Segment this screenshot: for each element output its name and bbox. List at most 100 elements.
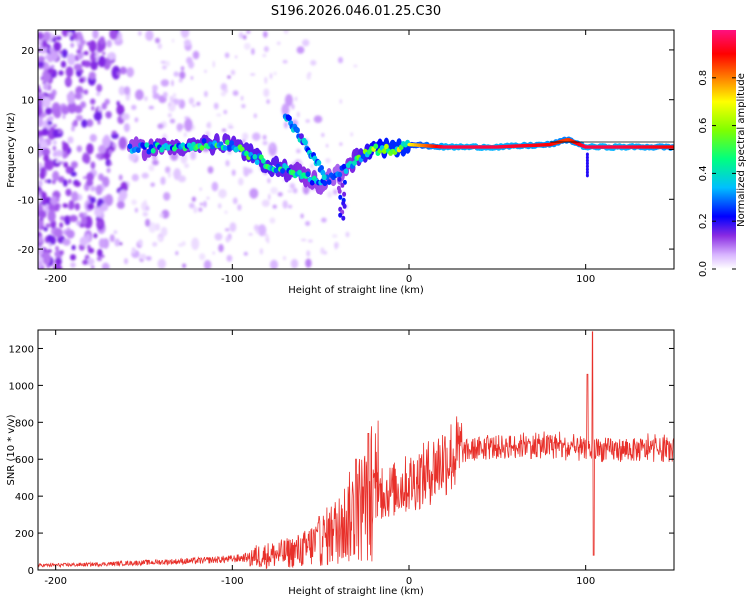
noise-blob	[109, 30, 118, 40]
noise-blob	[53, 108, 62, 119]
noise-blob	[135, 89, 144, 101]
noise-blob	[52, 124, 58, 128]
ridge-core	[199, 145, 205, 151]
noise-blob	[62, 142, 70, 153]
noise-blob	[169, 95, 174, 103]
ridge-core	[127, 143, 133, 150]
noise-blob	[97, 221, 103, 227]
noise-blob	[54, 257, 62, 266]
snr-series-line	[38, 331, 674, 570]
noise-blob	[242, 132, 249, 141]
noise-blob	[66, 229, 75, 239]
noise-blob	[227, 126, 234, 129]
noise-blob	[67, 53, 76, 66]
noise-blob	[158, 236, 163, 242]
noise-blob	[41, 39, 48, 49]
noise-blob	[229, 222, 237, 233]
y-tick-label: 400	[15, 492, 34, 503]
x-tick-label: -200	[44, 274, 67, 285]
noise-blob	[67, 91, 76, 105]
ridge-core	[201, 138, 207, 144]
noise-blob	[246, 30, 251, 34]
noise-blob	[282, 200, 288, 209]
noise-blob	[76, 145, 83, 153]
noise-blob	[287, 189, 293, 193]
noise-blob	[65, 66, 74, 78]
noise-blob	[38, 179, 43, 187]
noise-blob	[74, 202, 81, 211]
noise-blob	[52, 140, 57, 145]
noise-blob	[198, 207, 203, 212]
ridge-branch	[338, 194, 343, 200]
noise-blob	[87, 247, 95, 254]
ridge-core	[225, 139, 230, 146]
noise-blob	[95, 184, 103, 196]
y-tick-label: 20	[21, 46, 34, 57]
noise-blob	[96, 84, 103, 93]
noise-blob	[39, 140, 48, 149]
noise-blob	[307, 239, 313, 243]
noise-blob	[67, 101, 77, 114]
noise-blob	[262, 31, 268, 38]
noise-blob	[138, 31, 142, 36]
noise-blob	[242, 139, 246, 144]
noise-blob	[41, 127, 49, 136]
spectrogram-x-axis: -200 -100 0 100	[44, 30, 595, 285]
noise-blob	[39, 167, 46, 174]
noise-blob	[235, 55, 238, 59]
noise-blob	[150, 182, 155, 187]
noise-blob	[173, 71, 179, 77]
noise-blob	[71, 191, 79, 202]
noise-blob	[50, 196, 58, 206]
noise-blob	[206, 196, 210, 200]
noise-blob	[240, 95, 244, 101]
noise-blob	[157, 258, 166, 269]
noise-blob	[101, 176, 107, 182]
noise-blob	[212, 251, 215, 255]
snr-frame	[37, 329, 675, 571]
noise-blob	[78, 77, 85, 84]
noise-blob	[47, 120, 53, 126]
noise-blob	[47, 53, 54, 63]
noise-blob	[183, 39, 192, 47]
noise-blob	[39, 210, 47, 219]
ridge-core	[305, 171, 311, 177]
noise-blob	[302, 39, 310, 47]
noise-blob	[106, 52, 115, 60]
noise-blob	[89, 134, 97, 142]
noise-blob	[111, 65, 121, 80]
noise-blob	[86, 119, 94, 127]
noise-blob	[199, 253, 206, 261]
noise-blob	[87, 203, 95, 210]
noise-blob	[160, 176, 166, 185]
noise-blob	[114, 238, 120, 247]
noise-blob	[313, 115, 323, 123]
noise-blob	[92, 30, 99, 40]
noise-blob	[70, 262, 76, 268]
spectrogram-image	[38, 30, 674, 269]
noise-blob	[332, 234, 338, 238]
noise-blob	[145, 206, 150, 211]
ridge-core	[261, 158, 266, 164]
noise-blob	[218, 244, 224, 253]
ridge-branch	[340, 182, 345, 188]
noise-blob	[141, 172, 149, 179]
ridge-core	[670, 145, 674, 149]
noise-blob	[109, 162, 113, 166]
noise-blob	[91, 105, 95, 111]
noise-blob	[152, 159, 159, 166]
noise-blob	[305, 119, 310, 123]
colorbar-label: Normalized spectral amplitude	[736, 73, 747, 227]
chart-title: S196.2026.046.01.25.C30	[271, 4, 441, 19]
noise-blob	[70, 42, 75, 48]
noise-blob	[203, 260, 212, 269]
noise-blob	[76, 220, 81, 226]
noise-blob	[190, 76, 194, 80]
noise-blob	[243, 42, 251, 50]
noise-blob	[59, 222, 63, 228]
noise-blob	[321, 217, 327, 223]
noise-blob	[47, 249, 52, 253]
noise-blob	[325, 158, 331, 164]
noise-blob	[310, 60, 317, 66]
